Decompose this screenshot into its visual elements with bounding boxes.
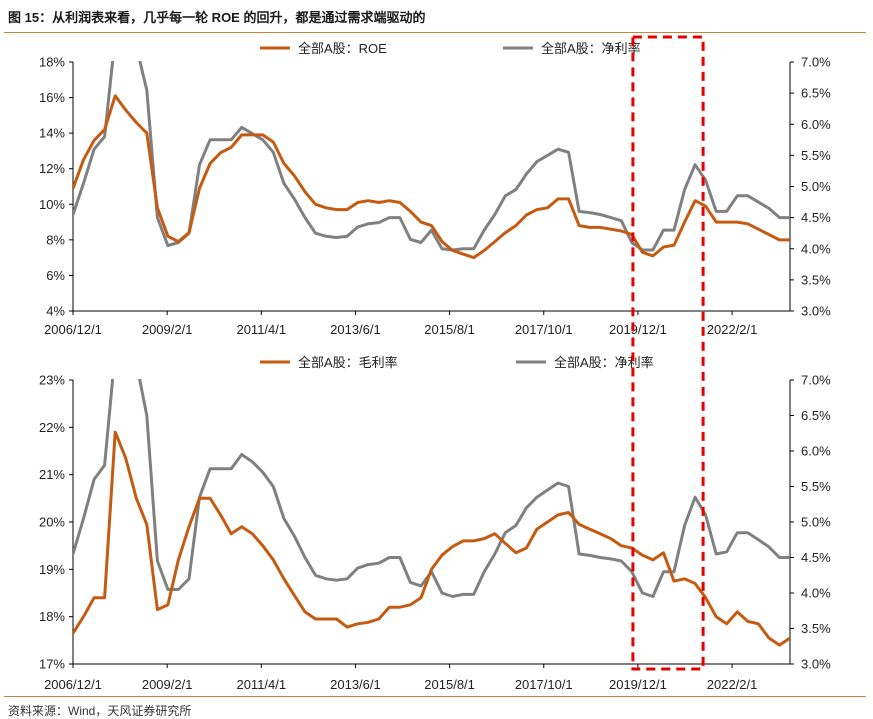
left-tick-label: 4% bbox=[46, 304, 65, 319]
x-tick-label: 2009/2/1 bbox=[142, 322, 193, 337]
left-tick-label: 19% bbox=[39, 562, 65, 577]
series-line-left-1 bbox=[73, 94, 790, 260]
left-tick-label: 18% bbox=[39, 609, 65, 624]
right-tick-label: 5.5% bbox=[801, 479, 831, 494]
x-tick-label: 2017/10/1 bbox=[515, 677, 573, 692]
source-note: 资料来源：Wind，天风证券研究所 bbox=[8, 704, 192, 718]
right-tick-label: 5.5% bbox=[801, 148, 831, 163]
left-tick-label: 16% bbox=[39, 90, 65, 105]
right-tick-label: 3.5% bbox=[801, 272, 831, 287]
chart-panel-2: 17% 18% 19% 20% 21% 22% 23% 3.0% 3.5% 4.0% 4.5% 5.0… bbox=[39, 355, 831, 692]
right-tick-label: 6.0% bbox=[801, 444, 831, 459]
right-tick-label: 3.5% bbox=[801, 621, 831, 636]
series-line-right-2 bbox=[73, 379, 790, 598]
x-tick-label: 2019/12/1 bbox=[609, 677, 667, 692]
left-tick-label: 6% bbox=[46, 268, 65, 283]
left-tick-label: 17% bbox=[39, 657, 65, 672]
right-tick-label: 3.0% bbox=[801, 657, 831, 672]
x-tick-label: 2013/6/1 bbox=[330, 322, 381, 337]
x-tick-label: 2011/4/1 bbox=[236, 322, 286, 337]
right-tick-label: 5.0% bbox=[801, 515, 831, 530]
right-tick-label: 6.5% bbox=[801, 86, 831, 101]
x-tick-label: 2006/12/1 bbox=[44, 677, 102, 692]
x-tick-label: 2022/2/1 bbox=[707, 322, 758, 337]
right-tick-label: 6.5% bbox=[801, 408, 831, 423]
left-tick-label: 22% bbox=[39, 420, 65, 435]
chart-panel-1: 4% 6% 8% 10% 12% 14% 16% 18% 3.0% 3.5% 4.0% 4.5% 5.0… bbox=[39, 41, 831, 337]
left-tick-label: 18% bbox=[39, 55, 65, 70]
left-tick-label: 8% bbox=[46, 232, 65, 247]
x-tick-label: 2009/2/1 bbox=[142, 677, 193, 692]
series-line-right-1 bbox=[73, 61, 790, 252]
x-tick-label: 2015/8/1 bbox=[424, 322, 475, 337]
right-tick-label: 4.5% bbox=[801, 210, 831, 225]
right-tick-label: 4.0% bbox=[801, 586, 831, 601]
x-tick-label: 2022/2/1 bbox=[707, 677, 758, 692]
left-tick-label: 12% bbox=[39, 161, 65, 176]
right-tick-label: 6.0% bbox=[801, 117, 831, 132]
right-tick-label: 7.0% bbox=[801, 55, 831, 70]
right-tick-label: 4.0% bbox=[801, 241, 831, 256]
highlight-box bbox=[631, 35, 705, 671]
left-tick-label: 20% bbox=[39, 515, 65, 530]
x-tick-label: 2013/6/1 bbox=[330, 677, 381, 692]
left-tick-label: 21% bbox=[39, 467, 65, 482]
right-tick-label: 5.0% bbox=[801, 179, 831, 194]
series-line-left-2 bbox=[73, 430, 790, 647]
left-tick-label: 23% bbox=[39, 373, 65, 388]
figure-title: 图 15：从利润表来看，几乎每一轮 ROE 的回升，都是通过需求端驱动的 bbox=[8, 10, 426, 25]
x-tick-label: 2017/10/1 bbox=[515, 322, 573, 337]
top-rule bbox=[4, 32, 866, 33]
x-tick-label: 2015/8/1 bbox=[424, 677, 475, 692]
x-tick-label: 2006/12/1 bbox=[44, 322, 102, 337]
legend-label: 全部A股：ROE bbox=[298, 41, 387, 56]
left-tick-label: 10% bbox=[39, 197, 65, 212]
x-tick-label: 2019/12/1 bbox=[609, 322, 667, 337]
x-tick-label: 2011/4/1 bbox=[236, 677, 286, 692]
legend-label: 全部A股：净利率 bbox=[541, 41, 641, 56]
right-tick-label: 7.0% bbox=[801, 373, 831, 388]
bottom-rule bbox=[4, 696, 866, 697]
left-tick-label: 14% bbox=[39, 126, 65, 141]
legend-label: 全部A股：毛利率 bbox=[298, 355, 398, 370]
right-tick-label: 3.0% bbox=[801, 304, 831, 319]
right-tick-label: 4.5% bbox=[801, 550, 831, 565]
legend-label: 全部A股：净利率 bbox=[554, 355, 654, 370]
